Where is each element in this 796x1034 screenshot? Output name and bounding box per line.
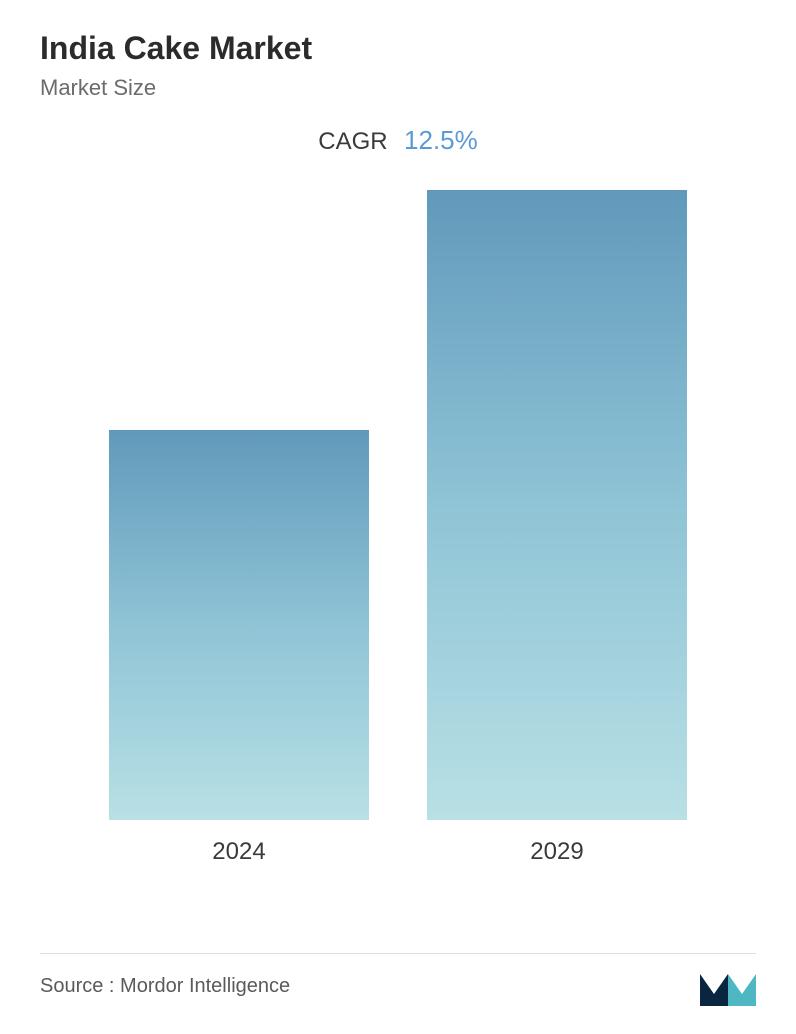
bar-label-2029: 2029 [530,838,583,866]
bar-2029 [427,190,687,820]
footer-divider [40,953,756,954]
footer: Source : Mordor Intelligence [40,966,756,1006]
cagr-value: 12.5% [404,125,478,155]
bar-group-2024: 2024 [109,430,369,866]
bar-group-2029: 2029 [427,190,687,866]
chart-subtitle: Market Size [40,75,756,101]
bar-label-2024: 2024 [212,838,265,866]
mordor-logo-icon [700,966,756,1006]
cagr-row: CAGR 12.5% [40,125,756,156]
cagr-label: CAGR [318,128,387,155]
bar-2024 [109,430,369,820]
source-text: Source : Mordor Intelligence [40,975,290,998]
chart-area: 2024 2029 [40,186,756,866]
chart-title: India Cake Market [40,30,756,67]
